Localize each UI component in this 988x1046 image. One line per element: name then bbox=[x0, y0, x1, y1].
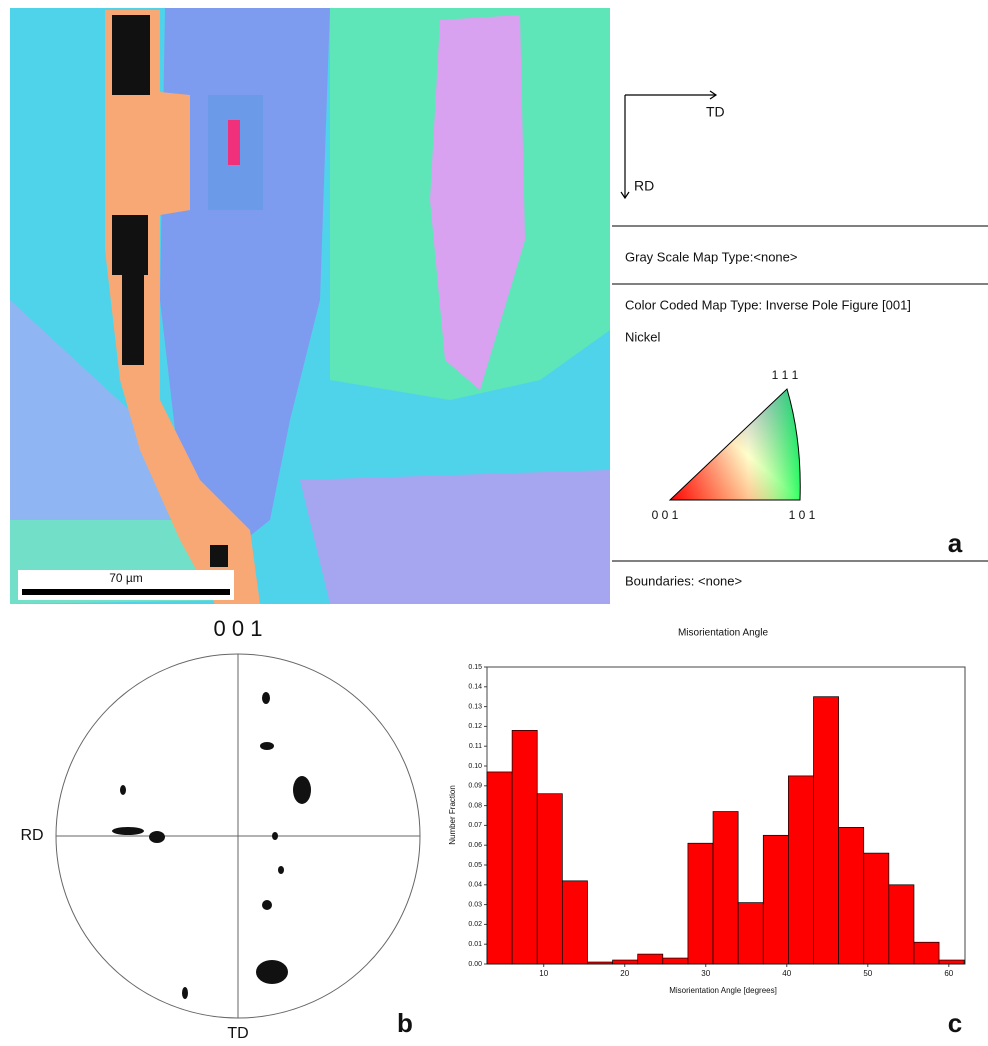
ipf-right: 1 0 1 bbox=[789, 508, 816, 522]
y-tick-label: 0.13 bbox=[468, 703, 482, 710]
y-axis-label: Number Fraction bbox=[448, 785, 457, 845]
pole-clusters bbox=[112, 692, 311, 999]
x-tick-label: 40 bbox=[782, 969, 791, 978]
y-tick-label: 0.02 bbox=[468, 921, 482, 928]
color-coded: Color Coded Map Type: Inverse Pole Figur… bbox=[625, 297, 911, 312]
pole-left: RD bbox=[20, 827, 43, 844]
bar bbox=[889, 885, 914, 964]
bar bbox=[939, 960, 964, 964]
panel-label: a bbox=[948, 528, 963, 558]
td-label: TD bbox=[706, 104, 725, 120]
bar bbox=[713, 812, 738, 964]
bar bbox=[638, 954, 663, 964]
bar bbox=[788, 776, 813, 964]
scale-bar-label: 70 µm bbox=[109, 571, 143, 585]
y-tick-label: 0.09 bbox=[468, 783, 482, 790]
bar bbox=[587, 962, 612, 964]
bar bbox=[738, 903, 763, 964]
ipf-left: 0 0 1 bbox=[652, 508, 679, 522]
y-tick-label: 0.06 bbox=[468, 842, 482, 849]
bar bbox=[512, 730, 537, 964]
pole-bottom: TD bbox=[227, 1025, 248, 1042]
ipf-top: 1 1 1 bbox=[772, 368, 799, 382]
y-tick-label: 0.08 bbox=[468, 802, 482, 809]
rd-label: RD bbox=[634, 178, 654, 194]
y-tick-label: 0.07 bbox=[468, 822, 482, 829]
x-tick-label: 60 bbox=[944, 969, 953, 978]
panel-label: c bbox=[948, 1008, 962, 1038]
y-tick-label: 0.01 bbox=[468, 941, 482, 948]
bar bbox=[839, 827, 864, 964]
scale-bar bbox=[22, 589, 230, 595]
x-tick-label: 20 bbox=[620, 969, 629, 978]
bar bbox=[763, 835, 788, 964]
bar bbox=[613, 960, 638, 964]
bar bbox=[914, 942, 939, 964]
bar bbox=[813, 697, 838, 964]
panel-label: b bbox=[397, 1008, 413, 1038]
y-tick-label: 0.14 bbox=[468, 684, 482, 691]
bar bbox=[663, 958, 688, 964]
boundaries: Boundaries: <none> bbox=[625, 573, 742, 588]
y-tick-label: 0.15 bbox=[468, 664, 482, 671]
chart-title: Misorientation Angle bbox=[678, 628, 768, 639]
x-tick-label: 30 bbox=[701, 969, 710, 978]
y-tick-label: 0.05 bbox=[468, 862, 482, 869]
bar bbox=[562, 881, 587, 964]
y-tick-label: 0.00 bbox=[468, 961, 482, 968]
x-tick-label: 10 bbox=[539, 969, 548, 978]
bar bbox=[537, 794, 562, 964]
phase: Nickel bbox=[625, 329, 661, 344]
orientation-map bbox=[10, 8, 610, 604]
x-tick-label: 50 bbox=[863, 969, 872, 978]
bar bbox=[864, 853, 889, 964]
y-tick-label: 0.04 bbox=[468, 882, 482, 889]
y-tick-label: 0.12 bbox=[468, 723, 482, 730]
y-tick-label: 0.10 bbox=[468, 763, 482, 770]
pole-title: 0 0 1 bbox=[214, 616, 263, 641]
bar bbox=[487, 772, 512, 964]
x-axis-label: Misorientation Angle [degrees] bbox=[669, 986, 777, 995]
figure: 70 µm TD RD Gray Scale Map Type:<none> C… bbox=[0, 0, 988, 1046]
gray-scale: Gray Scale Map Type:<none> bbox=[625, 249, 797, 264]
bar bbox=[688, 843, 713, 964]
y-tick-label: 0.03 bbox=[468, 901, 482, 908]
y-tick-label: 0.11 bbox=[469, 743, 482, 750]
ipf-triangle-outline bbox=[670, 389, 800, 500]
